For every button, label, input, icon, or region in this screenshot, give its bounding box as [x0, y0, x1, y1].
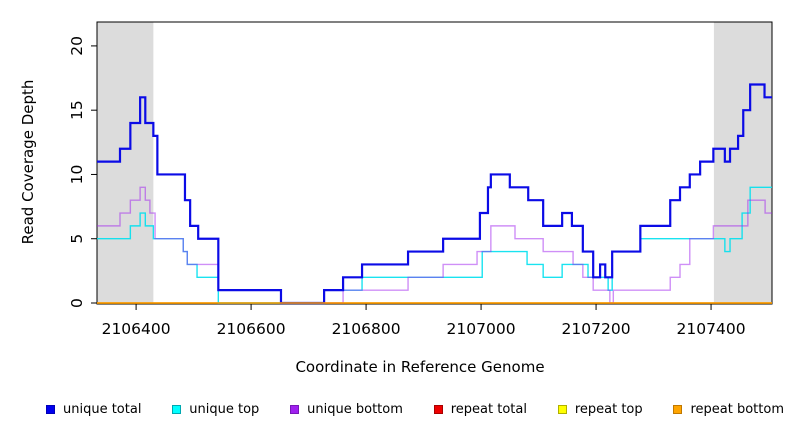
legend-item-repeat-total: repeat total [433, 401, 527, 417]
legend-item-repeat-bottom: repeat bottom [673, 402, 784, 417]
legend-swatch-unique-bottom [290, 404, 300, 414]
y-tick-label: 20 [68, 36, 86, 56]
x-tick-label: 2106800 [332, 320, 401, 338]
legend-swatch-repeat-total [433, 404, 443, 414]
legend-label: repeat total [450, 401, 527, 417]
x-axis-label: Coordinate in Reference Genome [295, 358, 544, 376]
legend-item-unique-bottom: unique bottom [290, 402, 403, 417]
y-tick-label: 0 [68, 298, 86, 308]
data-series [97, 83, 772, 305]
legend-label: unique bottom [307, 401, 403, 417]
legend-swatch-unique-top [172, 404, 182, 414]
legend-swatch-repeat-top [557, 404, 567, 414]
legend-label: repeat top [574, 401, 643, 417]
y-tick-label: 10 [68, 165, 86, 185]
axes: 2106400 2106600 2106800 2107000 2107200 21074… [68, 21, 773, 338]
legend-swatch-repeat-bottom [673, 404, 683, 414]
series-unique-bottom [97, 186, 772, 304]
shaded-bands [97, 22, 772, 304]
x-tick-label: 2107000 [447, 320, 516, 338]
legend-swatch-unique-total [46, 404, 55, 414]
legend-item-unique-total: unique total [46, 402, 141, 417]
x-tick-label: 2106400 [102, 320, 171, 338]
x-tick-label: 2106600 [217, 320, 286, 338]
y-axis-label: Read Coverage Depth [19, 80, 37, 245]
legend-item-unique-top: unique top [172, 402, 259, 417]
shaded-region-0 [97, 22, 154, 304]
legend: unique total unique top unique bottom repea… [46, 397, 784, 421]
y-tick-label: 5 [68, 234, 86, 244]
coverage-plot: 2106400 2106600 2106800 2107000 2107200 21074… [19, 21, 773, 376]
x-tick-label: 2107400 [677, 320, 746, 338]
shaded-region-1 [713, 22, 772, 304]
legend-label: unique total [63, 401, 142, 417]
series-unique-top [97, 186, 772, 304]
series-unique-total [97, 83, 772, 305]
x-tick-label: 2107200 [562, 320, 631, 338]
legend-label: unique top [189, 401, 260, 417]
legend-item-repeat-top: repeat top [557, 401, 643, 417]
legend-label: repeat bottom [690, 401, 784, 417]
y-tick-label: 15 [68, 100, 86, 120]
plot-box [96, 21, 773, 305]
